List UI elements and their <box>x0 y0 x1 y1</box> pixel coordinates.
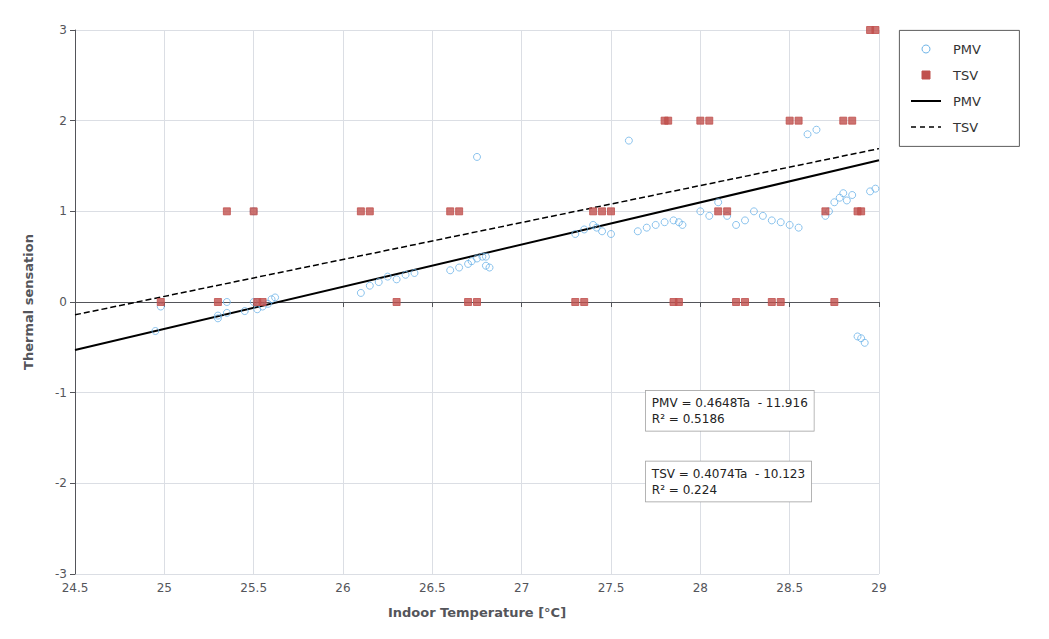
svg-text:25.5: 25.5 <box>240 581 267 595</box>
svg-text:2: 2 <box>59 114 67 128</box>
svg-text:PMV: PMV <box>953 94 981 109</box>
svg-text:25: 25 <box>157 581 172 595</box>
svg-text:TSV: TSV <box>952 120 978 135</box>
svg-text:3: 3 <box>59 23 67 37</box>
svg-text:PMV = 0.4648Ta - 11.916: PMV = 0.4648Ta - 11.916 <box>652 396 808 410</box>
svg-text:28.5: 28.5 <box>776 581 803 595</box>
svg-text:R² = 0.5186: R² = 0.5186 <box>652 412 725 426</box>
svg-text:1: 1 <box>59 204 67 218</box>
svg-text:TSV = 0.4074Ta - 10.123: TSV = 0.4074Ta - 10.123 <box>651 467 805 481</box>
svg-text:Indoor Temperature [°C]: Indoor Temperature [°C] <box>388 605 566 620</box>
svg-text:Thermal sensation: Thermal sensation <box>21 234 36 370</box>
svg-text:24.5: 24.5 <box>62 581 89 595</box>
svg-text:26.5: 26.5 <box>419 581 446 595</box>
svg-text:PMV: PMV <box>953 42 981 57</box>
svg-text:29: 29 <box>871 581 886 595</box>
svg-text:-1: -1 <box>55 386 67 400</box>
svg-text:27.5: 27.5 <box>598 581 625 595</box>
svg-text:0: 0 <box>59 295 67 309</box>
svg-text:-3: -3 <box>55 567 67 581</box>
svg-text:TSV: TSV <box>952 68 978 83</box>
svg-text:-2: -2 <box>55 476 67 490</box>
svg-text:26: 26 <box>335 581 350 595</box>
svg-text:28: 28 <box>693 581 708 595</box>
svg-text:27: 27 <box>514 581 529 595</box>
svg-text:R² = 0.224: R² = 0.224 <box>652 483 717 497</box>
